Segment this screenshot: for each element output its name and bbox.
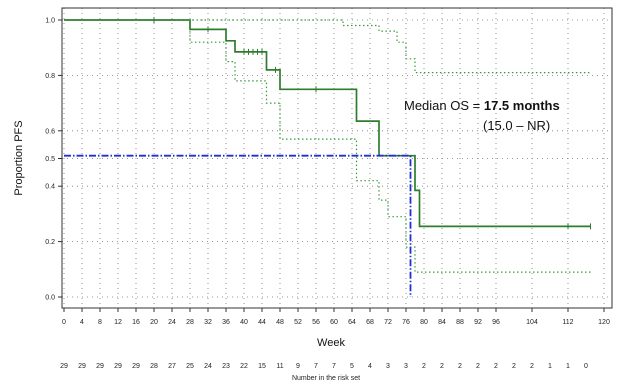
y-tick-label: 0.4 [45, 184, 55, 191]
x-tick-label: 4 [80, 319, 84, 326]
risk-count: 11 [276, 363, 283, 370]
risk-count: 2 [530, 363, 534, 370]
x-tick-label: 92 [474, 319, 482, 326]
risk-count: 23 [222, 363, 230, 370]
plot-frame [61, 7, 613, 309]
x-tick-label: 60 [330, 319, 338, 326]
x-tick-label: 88 [456, 319, 464, 326]
x-axis-ticks: 0 4 8 12 16 20 24 28 32 36 40 44 48 52 56 60 64 68 72 76 80 8… [62, 308, 610, 326]
risk-count: 29 [114, 363, 122, 370]
x-tick-label: 84 [438, 319, 446, 326]
x-tick-label: 24 [168, 319, 176, 326]
risk-count: 1 [548, 363, 552, 370]
x-tick-label: 12 [114, 319, 122, 326]
median-annotation-ci: (15.0 – NR) [483, 118, 550, 133]
x-tick-label: 80 [420, 319, 428, 326]
x-tick-label: 16 [132, 319, 140, 326]
risk-count: 25 [186, 363, 194, 370]
x-tick-label: 52 [294, 319, 302, 326]
risk-count: 29 [132, 363, 140, 370]
x-tick-label: 36 [222, 319, 230, 326]
risk-count: 2 [494, 363, 498, 370]
series-layer [64, 17, 591, 297]
x-tick-label: 96 [492, 319, 500, 326]
risk-count: 28 [150, 363, 158, 370]
risk-table: 29 29 29 29 29 28 27 25 24 23 22 15 11 9 7 7 5 4 3 3 2 2 2 2 2 2 2… [60, 363, 588, 370]
x-tick-label: 48 [276, 319, 284, 326]
y-tick-label: 0.8 [45, 73, 55, 80]
x-tick-label: 20 [150, 319, 158, 326]
risk-count: 2 [440, 363, 444, 370]
median-reference-line [64, 154, 412, 297]
risk-table-label: Number in the risk set [292, 375, 360, 382]
y-tick-label: 0.0 [45, 295, 55, 302]
risk-count: 2 [458, 363, 462, 370]
x-tick-label: 8 [98, 319, 102, 326]
risk-count: 1 [566, 363, 570, 370]
median-annotation-line1: Median OS = 17.5 months [404, 98, 560, 113]
risk-count: 22 [240, 363, 248, 370]
ci-upper-line [176, 19, 591, 74]
x-tick-label: 44 [258, 319, 266, 326]
risk-count: 29 [78, 363, 86, 370]
risk-count: 29 [60, 363, 68, 370]
risk-count: 2 [512, 363, 516, 370]
y-axis-title: Proportion PFS [13, 120, 25, 195]
x-tick-label: 76 [402, 319, 410, 326]
y-tick-label: 0.5 [45, 156, 55, 163]
x-tick-label: 0 [62, 319, 66, 326]
risk-count: 0 [584, 363, 588, 370]
survival-curve [64, 19, 591, 228]
x-tick-label: 120 [598, 319, 610, 326]
y-tick-label: 1.0 [45, 18, 55, 25]
risk-count: 3 [404, 363, 408, 370]
risk-count: 27 [168, 363, 176, 370]
risk-count: 5 [350, 363, 354, 370]
y-tick-label: 0.6 [45, 128, 55, 135]
y-tick-label: 0.2 [45, 239, 55, 246]
y-axis-ticks: 1.0 0.8 0.6 0.5 0.4 0.2 0.0 [45, 18, 62, 302]
x-tick-label: 68 [366, 319, 374, 326]
x-tick-label: 28 [186, 319, 194, 326]
grid [62, 8, 612, 308]
risk-count: 2 [476, 363, 480, 370]
x-tick-label: 64 [348, 319, 356, 326]
median-annotation-prefix: Median OS = [404, 98, 484, 113]
risk-count: 15 [258, 363, 266, 370]
risk-count: 2 [422, 363, 426, 370]
risk-count: 3 [386, 363, 390, 370]
median-annotation-value: 17.5 months [484, 98, 560, 113]
x-tick-label: 72 [384, 319, 392, 326]
x-tick-label: 56 [312, 319, 320, 326]
ci-lower-line [189, 31, 591, 273]
x-tick-label: 104 [526, 319, 538, 326]
x-tick-label: 112 [562, 319, 573, 326]
risk-count: 4 [368, 363, 372, 370]
risk-count: 7 [332, 363, 336, 370]
risk-count: 9 [296, 363, 300, 370]
x-tick-label: 32 [204, 319, 212, 326]
risk-count: 24 [204, 363, 212, 370]
risk-count: 7 [314, 363, 318, 370]
x-axis-title: Week [317, 337, 345, 349]
x-tick-label: 40 [240, 319, 248, 326]
risk-count: 29 [96, 363, 104, 370]
